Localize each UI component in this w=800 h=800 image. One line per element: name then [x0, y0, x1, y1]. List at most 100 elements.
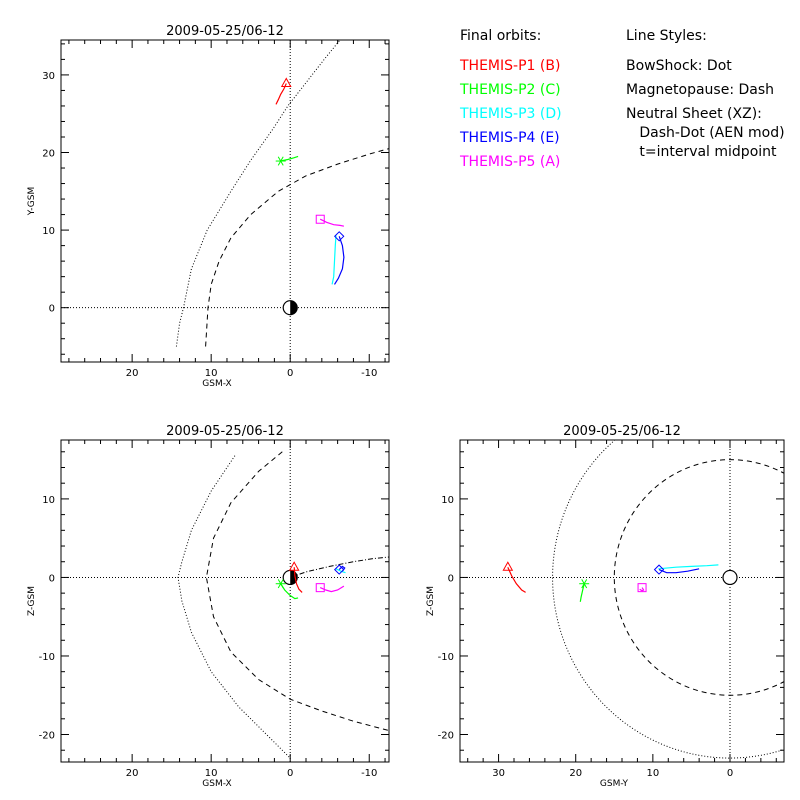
- orbit-track: [658, 564, 719, 570]
- orbit-track: [335, 568, 346, 574]
- x-tick-label: 20: [569, 768, 582, 779]
- orbit-5: [315, 583, 345, 593]
- legend-orbit-4: THEMIS-P4 (E): [459, 130, 560, 146]
- panel-3: 2009-05-25/06-12 30 20 10 0 10 0 -10 -20 GSM-Y Z-G…: [426, 424, 785, 789]
- y-axis-label: Z-GSM: [27, 586, 37, 616]
- orbit-3: [331, 235, 337, 285]
- orbit-track: [579, 583, 585, 602]
- y-tick-label: 10: [42, 226, 55, 237]
- legend-style-5: t=interval midpoint: [626, 144, 777, 160]
- x-axis-label: GSM-X: [202, 779, 231, 789]
- magnetopause-curve: [205, 148, 389, 347]
- x-tick-label: 10: [205, 768, 218, 779]
- orbit-track: [658, 568, 700, 574]
- y-tick-label: 0: [49, 573, 55, 584]
- panel-title: 2009-05-25/06-12: [166, 24, 284, 39]
- y-tick-label: -10: [39, 652, 55, 663]
- orbit-3: [335, 568, 346, 574]
- x-axis-label: GSM-X: [202, 379, 231, 389]
- legend-orbit-2: THEMIS-P2 (C): [459, 82, 561, 98]
- marker-asterisk-1: [275, 579, 286, 589]
- orbit-2: [275, 155, 299, 166]
- marker-asterisk-1: [275, 156, 286, 166]
- x-tick-label: 10: [205, 368, 218, 379]
- earth-icon: [722, 569, 738, 586]
- orbits-heading: Final orbits:: [460, 28, 541, 44]
- orbit-2: [275, 579, 299, 600]
- legend-style-3: Neutral Sheet (XZ):: [626, 106, 762, 122]
- orbit-3: [658, 564, 719, 570]
- earth-icon: [282, 300, 298, 316]
- y-tick-label: -20: [438, 731, 454, 742]
- x-tick-label: 0: [287, 768, 293, 779]
- legend-style-1: BowShock: Dot: [626, 58, 732, 74]
- legend-orbit-1: THEMIS-P1 (B): [459, 58, 560, 74]
- x-tick-label: 10: [646, 768, 659, 779]
- x-axis-label: GSM-Y: [600, 779, 629, 789]
- marker-diamond-3: [334, 564, 345, 575]
- orbit-5: [637, 583, 647, 593]
- orbit-track: [293, 567, 303, 593]
- orbit-track: [331, 235, 337, 285]
- marker-triangle-0: [288, 561, 300, 571]
- y-tick-label: 0: [448, 573, 454, 584]
- orbit-track: [280, 583, 299, 600]
- magnetopause-curve: [205, 451, 389, 732]
- panel-1: 2009-05-25/06-12 20 10 0 -10 0 10 20 30 GSM-X Y-GS…: [27, 24, 390, 389]
- orbit-5: [315, 214, 345, 227]
- marker-diamond-3: [653, 564, 665, 575]
- orbit-1: [275, 77, 292, 105]
- bowshock-curve: [175, 40, 341, 347]
- neutral-sheet-curve: [290, 556, 389, 578]
- y-tick-label: -20: [39, 731, 55, 742]
- y-axis-label: Y-GSM: [27, 187, 37, 216]
- y-tick-label: 10: [42, 495, 55, 506]
- plot-frame: [60, 439, 390, 763]
- y-tick-label: 10: [441, 495, 454, 506]
- orbit-track: [333, 236, 345, 285]
- marker-square-4: [315, 214, 325, 224]
- y-tick-label: 0: [49, 304, 55, 315]
- y-tick-label: 20: [42, 149, 55, 160]
- orbit-4: [333, 231, 345, 285]
- marker-triangle-0: [280, 77, 292, 87]
- x-tick-label: -10: [361, 768, 377, 779]
- y-tick-label: 30: [42, 71, 55, 82]
- orbit-track: [507, 566, 526, 593]
- panel-title: 2009-05-25/06-12: [166, 424, 284, 439]
- panel-title: 2009-05-25/06-12: [563, 424, 681, 439]
- marker-asterisk-1: [579, 579, 590, 589]
- marker-square-4: [637, 583, 647, 593]
- legend-style-4: Dash-Dot (AEN mod): [626, 125, 785, 141]
- orbit-track: [275, 83, 287, 105]
- legend-orbit-3: THEMIS-P3 (D): [459, 106, 562, 122]
- x-tick-label: 30: [492, 768, 505, 779]
- marker-diamond-3: [334, 231, 345, 242]
- orbit-track: [639, 587, 645, 592]
- x-tick-label: -10: [361, 368, 377, 379]
- x-tick-label: 0: [727, 768, 733, 779]
- legend-orbit-5: THEMIS-P5 (A): [459, 154, 560, 170]
- orbit-track: [280, 155, 299, 162]
- marker-square-4: [315, 583, 325, 593]
- orbit-1: [288, 561, 303, 593]
- orbit-2: [579, 579, 590, 602]
- styles-heading: Line Styles:: [626, 28, 707, 44]
- orbit-4: [653, 564, 700, 575]
- bowshock-curve: [177, 455, 291, 759]
- plot-frame: [459, 439, 785, 763]
- x-tick-label: 20: [126, 368, 139, 379]
- y-axis-label: Z-GSM: [426, 586, 436, 616]
- marker-triangle-0: [502, 561, 514, 571]
- y-tick-label: -10: [438, 652, 454, 663]
- legend-style-2: Magnetopause: Dash: [626, 82, 774, 98]
- plot-frame: [60, 39, 390, 363]
- panel-2: 2009-05-25/06-12 20 10 0 -10 10 0 -10 -20 GSM-X Z-…: [27, 424, 390, 789]
- orbit-1: [502, 561, 526, 593]
- x-tick-label: 0: [287, 368, 293, 379]
- orbit-4: [334, 564, 346, 575]
- x-tick-label: 20: [126, 768, 139, 779]
- magnetopause-curve: [613, 459, 784, 696]
- legend: Final orbits: THEMIS-P1 (B) THEMIS-P2 (C) T…: [459, 28, 785, 170]
